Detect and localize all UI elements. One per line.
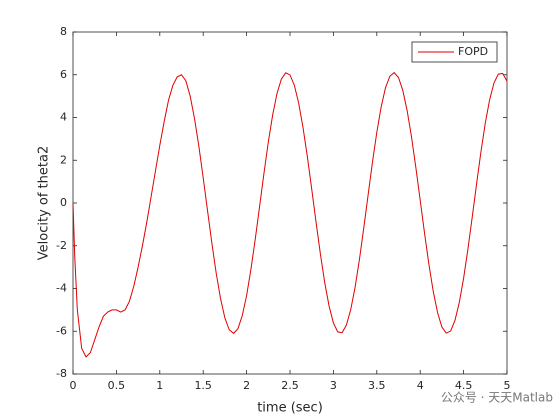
x-tick-label: 4 (417, 379, 424, 392)
y-tick-label: -2 (56, 239, 67, 252)
y-tick-label: -4 (56, 282, 67, 295)
x-tick-label: 1.5 (194, 379, 212, 392)
x-tick-label: 3.5 (368, 379, 386, 392)
plot-area (72, 31, 508, 375)
y-tick-label: 6 (60, 68, 67, 81)
y-tick-label: 8 (60, 25, 67, 38)
x-tick-label: 2 (243, 379, 250, 392)
y-tick-label: 4 (60, 111, 67, 124)
legend-label: FOPD (458, 45, 488, 58)
x-tick-label: 0.5 (108, 379, 126, 392)
watermark: 公众号 · 天天Matlab (441, 391, 553, 405)
y-axis-label: Velocity of theta2 (37, 146, 52, 260)
y-tick-label: -8 (56, 367, 67, 380)
x-tick-label: 0 (70, 379, 77, 392)
y-tick-label: 0 (60, 196, 67, 209)
x-tick-label: 2.5 (281, 379, 299, 392)
x-axis-label: time (sec) (257, 401, 323, 416)
y-tick-label: -6 (56, 324, 67, 337)
x-tick-label: 4.5 (455, 379, 473, 392)
x-tick-label: 1 (156, 379, 163, 392)
line-series (72, 71, 508, 358)
x-tick-label: 5 (504, 379, 511, 392)
x-tick-label: 3 (330, 379, 337, 392)
y-tick-label: 2 (60, 153, 67, 166)
legend-box (411, 41, 498, 63)
